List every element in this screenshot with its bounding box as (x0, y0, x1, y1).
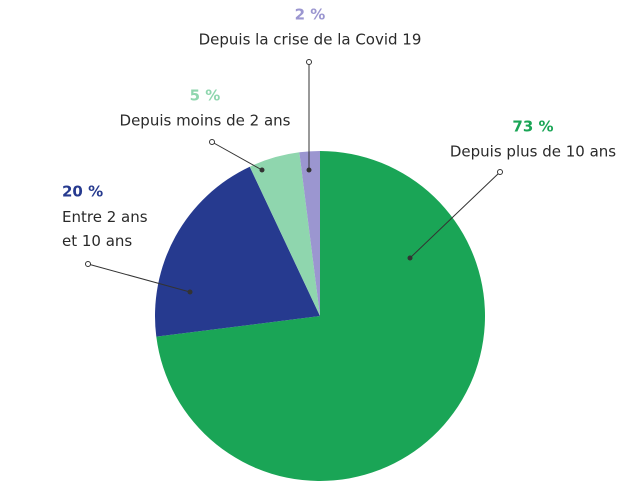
leader-end (259, 167, 265, 173)
category-label: Entre 2 ans et 10 ans (62, 208, 148, 250)
leader-line (87, 263, 191, 293)
value-label: 20 % (62, 183, 103, 201)
leader-dot (85, 261, 91, 267)
leader-end (407, 255, 413, 261)
leader-line (409, 171, 501, 259)
leader-dot (306, 59, 312, 65)
leader-end (306, 167, 312, 173)
leader-dot (497, 169, 503, 175)
pie-slice (299, 151, 320, 316)
leader-line (211, 141, 263, 171)
value-label: 2 % (295, 6, 326, 24)
leader-dot (209, 139, 215, 145)
value-label: 5 % (190, 87, 221, 105)
pie-slice (154, 166, 320, 337)
category-label: Depuis moins de 2 ans (120, 112, 291, 130)
pie-slice (249, 152, 320, 316)
category-label: Depuis la crise de la Covid 19 (199, 31, 422, 49)
value-label: 73 % (512, 118, 553, 136)
pie-slice (156, 151, 485, 481)
category-label: Depuis plus de 10 ans (450, 143, 616, 161)
leader-end (187, 289, 193, 295)
